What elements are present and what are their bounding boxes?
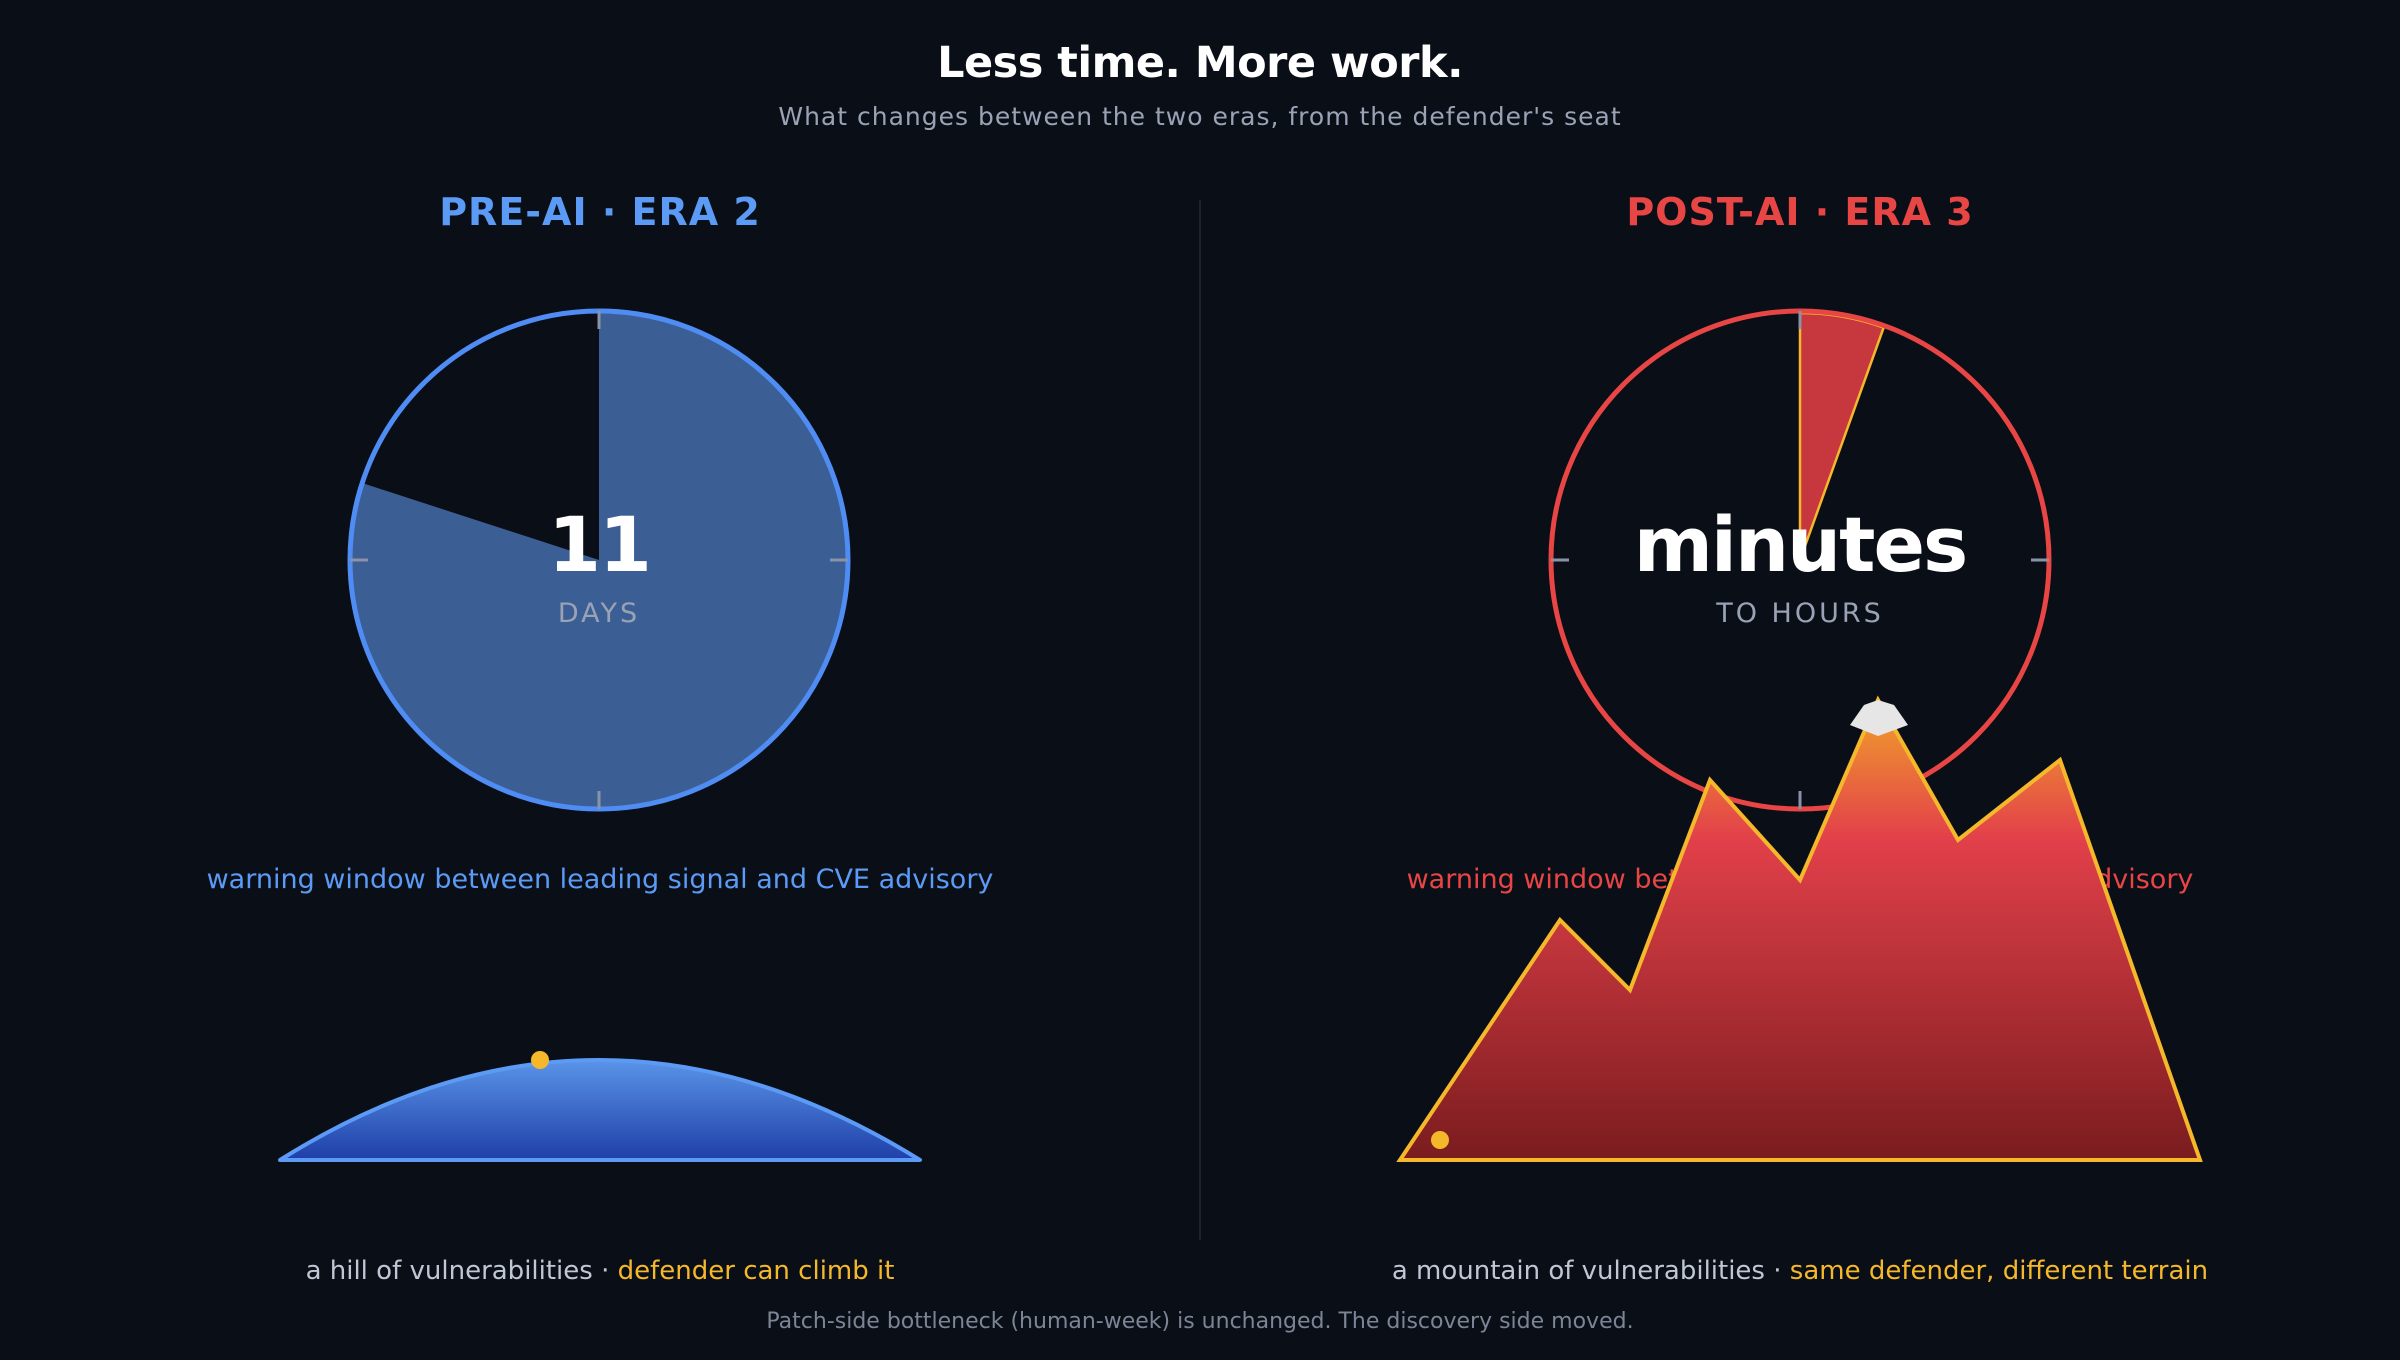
right-caption-separator: · xyxy=(1764,1256,1790,1286)
left-caption-accent: defender can climb it xyxy=(617,1256,895,1286)
left-clock-value: 11 xyxy=(548,500,652,589)
left-warning-window-label: warning window between leading signal an… xyxy=(206,864,994,895)
defender-dot-right xyxy=(1431,1131,1449,1149)
right-caption-main: a mountain of vulnerabilities xyxy=(1391,1256,1765,1286)
page-subtitle: What changes between the two eras, from … xyxy=(778,102,1622,131)
left-clock-unit: DAYS xyxy=(557,598,641,629)
defender-dot-left xyxy=(531,1051,549,1069)
left-clock-ticks xyxy=(350,311,848,809)
page-title: Less time. More work. xyxy=(937,38,1463,88)
vulnerability-hill xyxy=(278,1051,922,1162)
left-caption-separator: · xyxy=(592,1256,618,1286)
hill-shape xyxy=(278,1058,922,1162)
right-clock-value: minutes xyxy=(1633,500,1969,589)
left-clock-fill-wedge xyxy=(351,313,846,807)
center-divider xyxy=(1199,200,1201,1240)
left-clock xyxy=(347,308,851,812)
right-clock xyxy=(1548,308,2052,812)
era-left-title: PRE-AI · ERA 2 xyxy=(439,190,761,234)
footer-note: Patch-side bottleneck (human-week) is un… xyxy=(766,1309,1634,1334)
mountain-snow-cap xyxy=(1850,700,1908,736)
mountain-shape xyxy=(1396,695,2203,1162)
right-caption: a mountain of vulnerabilities · same def… xyxy=(1200,1256,2400,1286)
left-caption: a hill of vulnerabilities · defender can… xyxy=(0,1256,1200,1286)
right-clock-unit: TO HOURS xyxy=(1716,598,1884,629)
left-caption-main: a hill of vulnerabilities xyxy=(305,1256,593,1286)
right-clock-ticks xyxy=(1551,311,2049,809)
right-caption-accent: same defender, different terrain xyxy=(1789,1256,2209,1286)
era-right-title: POST-AI · ERA 3 xyxy=(1626,190,1974,234)
